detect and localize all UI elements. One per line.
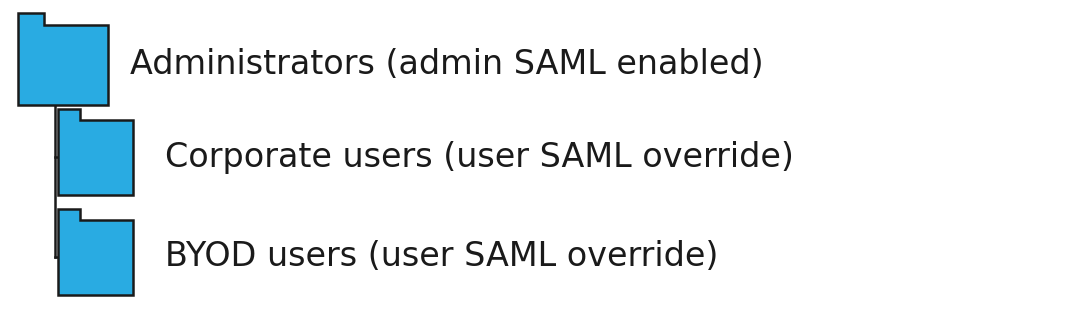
Text: BYOD users (user SAML override): BYOD users (user SAML override) — [166, 241, 719, 274]
Polygon shape — [58, 209, 133, 295]
Text: Corporate users (user SAML override): Corporate users (user SAML override) — [166, 140, 794, 173]
Text: Administrators (admin SAML enabled): Administrators (admin SAML enabled) — [130, 49, 763, 82]
Polygon shape — [58, 109, 133, 195]
Polygon shape — [19, 13, 108, 105]
